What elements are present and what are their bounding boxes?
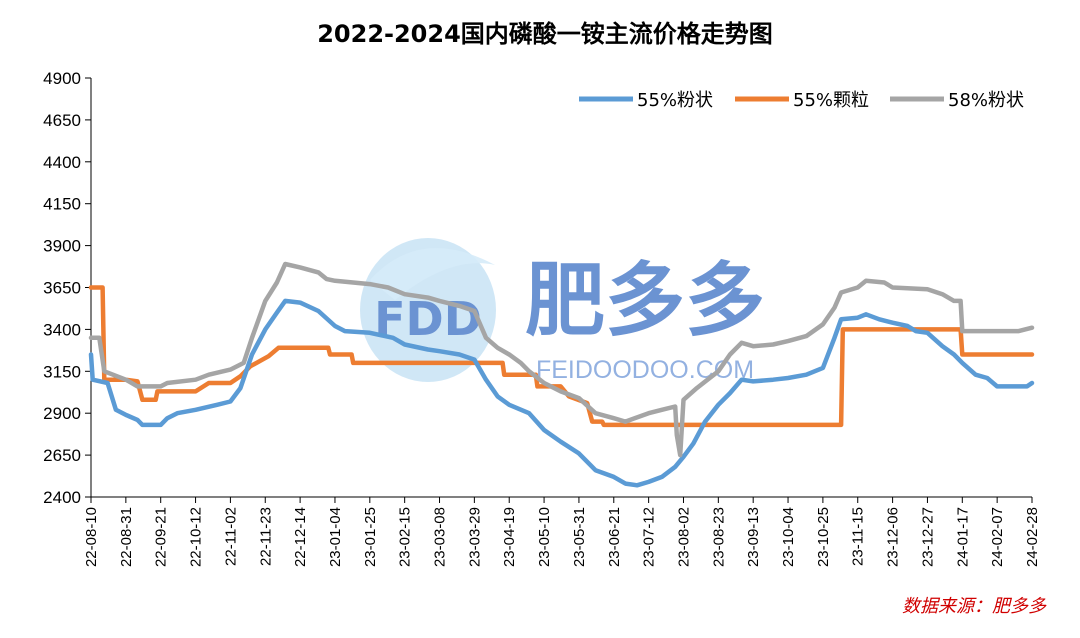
x-tick-label: 22-11-02 <box>222 507 239 566</box>
legend-label-3: 58%粉状 <box>948 90 1024 111</box>
source-note: 数据来源：肥多多 <box>902 596 1047 617</box>
x-tick-label: 24-02-28 <box>1024 507 1041 567</box>
x-tick-label: 23-08-23 <box>710 507 727 567</box>
series-layer <box>88 261 1035 488</box>
x-tick-label: 23-03-08 <box>432 507 449 567</box>
series-line-3 <box>88 261 1035 458</box>
x-tick-label: 23-03-29 <box>466 507 483 567</box>
y-tick-label: 3150 <box>43 362 81 381</box>
x-tick-label: 23-11-15 <box>850 507 867 566</box>
series-line-1 <box>88 298 1035 488</box>
x-tick-label: 22-12-14 <box>292 507 309 567</box>
watermark-leaf-shape <box>370 248 495 300</box>
x-tick-label: 22-08-31 <box>118 507 135 567</box>
x-tick-label: 23-10-04 <box>780 507 797 567</box>
y-tick-label: 4400 <box>43 153 81 172</box>
x-tick-label: 23-01-25 <box>362 507 379 567</box>
legend-label-1: 55%粉状 <box>637 90 713 111</box>
y-tick-label: 4650 <box>43 111 81 130</box>
series-line-2 <box>88 285 1035 428</box>
x-tick-label: 22-10-12 <box>188 507 205 567</box>
y-tick-label: 3400 <box>43 320 81 339</box>
x-tick-label: 23-08-02 <box>675 507 692 567</box>
y-tick-label: 2650 <box>43 446 81 465</box>
x-tick-label: 23-09-13 <box>745 507 762 567</box>
x-tick-label: 23-07-12 <box>641 507 658 567</box>
y-tick-label: 3900 <box>43 237 81 256</box>
watermark-name: 肥多多 <box>525 254 765 347</box>
chart-title: 2022-2024国内磷酸一铵主流价格走势图 <box>317 20 773 48</box>
x-tick-label: 23-06-21 <box>606 507 623 567</box>
x-tick-label: 23-10-25 <box>815 507 832 567</box>
x-tick-label: 23-12-27 <box>919 507 936 567</box>
x-tick-label: 22-08-10 <box>83 507 100 567</box>
x-tick-label: 22-11-23 <box>257 507 274 566</box>
y-tick-label: 4150 <box>43 195 81 214</box>
x-tick-label: 23-12-06 <box>885 507 902 567</box>
y-tick-label: 2900 <box>43 404 81 423</box>
y-tick-label: 2400 <box>43 488 81 507</box>
x-tick-label: 23-02-15 <box>397 507 414 567</box>
x-tick-label: 23-01-04 <box>327 507 344 567</box>
x-tick-label: 23-05-31 <box>571 507 588 567</box>
y-tick-label: 3650 <box>43 279 81 298</box>
x-tick-label: 22-09-21 <box>153 507 170 567</box>
x-tick-label: 24-01-17 <box>954 507 971 567</box>
legend-label-2: 55%颗粒 <box>793 90 869 111</box>
watermark: FDD 肥多多 FEIDOODOO.COM <box>360 238 765 384</box>
y-tick-label: 4900 <box>43 69 81 88</box>
x-tick-label: 23-04-19 <box>501 507 518 567</box>
x-tick-label: 23-05-10 <box>536 507 553 567</box>
x-tick-label: 24-02-07 <box>989 507 1006 567</box>
legend: 55%粉状 55%颗粒 58%粉状 <box>579 90 1024 111</box>
